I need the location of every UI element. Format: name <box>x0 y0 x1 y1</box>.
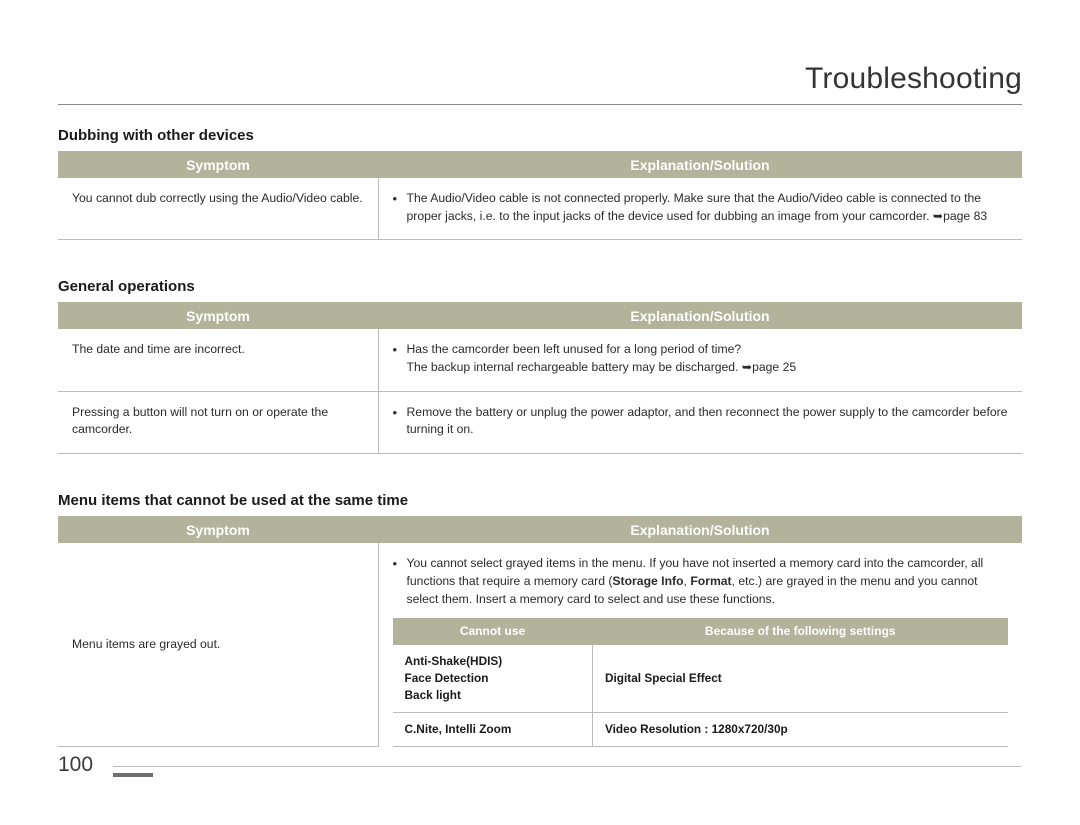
cell-symptom: Menu items are grayed out. <box>58 543 378 747</box>
heading-general: General operations <box>58 278 1022 295</box>
page-footer: 100 <box>58 753 1021 777</box>
bold-storage-info: Storage Info <box>612 574 683 588</box>
inner-cell-cannot: Anti-Shake(HDIS) Face Detection Back lig… <box>393 645 593 713</box>
table-dubbing: Symptom Explanation/Solution You cannot … <box>58 151 1022 240</box>
th-solution: Explanation/Solution <box>378 516 1022 543</box>
table-row: The date and time are incorrect. Has the… <box>58 329 1022 391</box>
cell-solution: The Audio/Video cable is not connected p… <box>378 178 1022 240</box>
cell-symptom: You cannot dub correctly using the Audio… <box>58 178 378 240</box>
section-dubbing: Dubbing with other devices Symptom Expla… <box>58 127 1022 240</box>
inner-th-because: Because of the following settings <box>593 618 1009 644</box>
th-symptom: Symptom <box>58 516 378 543</box>
th-symptom: Symptom <box>58 151 378 178</box>
bold-format: Format <box>690 574 731 588</box>
th-symptom: Symptom <box>58 302 378 329</box>
table-row: You cannot dub correctly using the Audio… <box>58 178 1022 240</box>
heading-menu: Menu items that cannot be used at the sa… <box>58 492 1022 509</box>
section-menu: Menu items that cannot be used at the sa… <box>58 492 1022 747</box>
solution-bullet: Has the camcorder been left unused for a… <box>393 341 1009 376</box>
table-row: Pressing a button will not turn on or op… <box>58 391 1022 453</box>
table-row: Menu items are grayed out. You cannot se… <box>58 543 1022 747</box>
inner-table: Cannot use Because of the following sett… <box>393 618 1009 747</box>
footer-rule <box>113 766 1021 777</box>
solution-bullet: The Audio/Video cable is not connected p… <box>393 190 1009 225</box>
cell-solution: You cannot select grayed items in the me… <box>378 543 1022 747</box>
table-menu: Symptom Explanation/Solution Menu items … <box>58 516 1022 747</box>
cell-symptom: Pressing a button will not turn on or op… <box>58 391 378 453</box>
inner-cell-because: Digital Special Effect <box>593 645 1009 713</box>
inner-th-cannot: Cannot use <box>393 618 593 644</box>
th-solution: Explanation/Solution <box>378 302 1022 329</box>
solution-bullet: You cannot select grayed items in the me… <box>393 555 1009 608</box>
cell-solution: Has the camcorder been left unused for a… <box>378 329 1022 391</box>
inner-cell-cannot: C.Nite, Intelli Zoom <box>393 712 593 746</box>
page-title: Troubleshooting <box>58 62 1022 105</box>
inner-row: Anti-Shake(HDIS) Face Detection Back lig… <box>393 645 1009 713</box>
inner-cell-because: Video Resolution : 1280x720/30p <box>593 712 1009 746</box>
section-general: General operations Symptom Explanation/S… <box>58 278 1022 454</box>
solution-bullet: Remove the battery or unplug the power a… <box>393 404 1009 439</box>
cell-symptom: The date and time are incorrect. <box>58 329 378 391</box>
cell-solution: Remove the battery or unplug the power a… <box>378 391 1022 453</box>
th-solution: Explanation/Solution <box>378 151 1022 178</box>
inner-row: C.Nite, Intelli Zoom Video Resolution : … <box>393 712 1009 746</box>
page-number: 100 <box>58 753 113 777</box>
heading-dubbing: Dubbing with other devices <box>58 127 1022 144</box>
table-general: Symptom Explanation/Solution The date an… <box>58 302 1022 454</box>
